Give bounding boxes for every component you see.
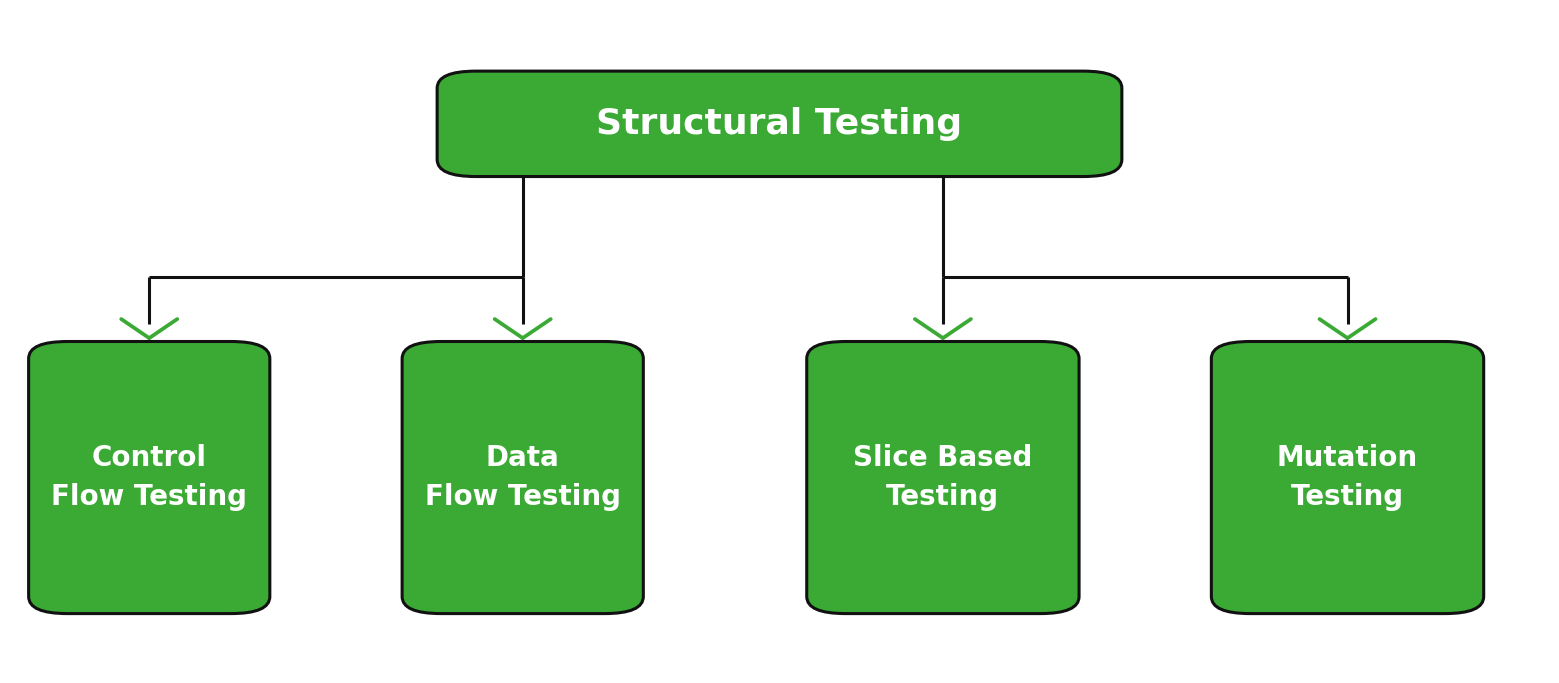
Text: Structural Testing: Structural Testing <box>597 107 962 141</box>
Text: Slice Based
Testing: Slice Based Testing <box>853 444 1032 511</box>
FancyBboxPatch shape <box>28 342 270 613</box>
FancyBboxPatch shape <box>1211 342 1484 613</box>
Text: Mutation
Testing: Mutation Testing <box>1277 444 1419 511</box>
FancyBboxPatch shape <box>402 342 644 613</box>
Text: Control
Flow Testing: Control Flow Testing <box>51 444 248 511</box>
FancyBboxPatch shape <box>437 71 1122 176</box>
FancyBboxPatch shape <box>806 342 1079 613</box>
Text: Data
Flow Testing: Data Flow Testing <box>424 444 620 511</box>
